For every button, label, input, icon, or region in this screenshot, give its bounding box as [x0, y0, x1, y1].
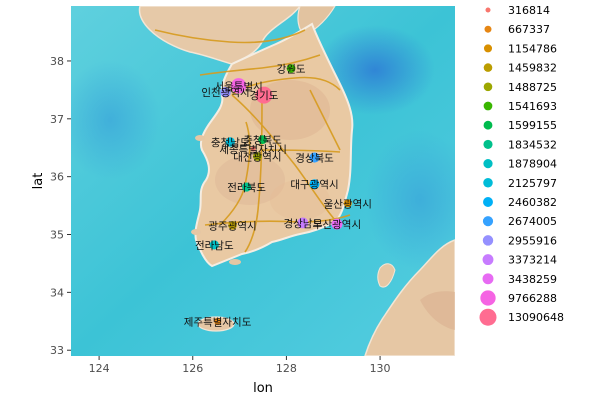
japan-land — [364, 239, 455, 356]
data-point — [309, 179, 320, 190]
y-tick-label: 37 — [50, 113, 64, 126]
legend-label: 2460382 — [508, 196, 557, 209]
data-point — [255, 86, 273, 104]
legend-key — [483, 101, 493, 111]
point-label: 경기도 — [249, 89, 278, 102]
data-point — [258, 135, 267, 145]
data-point — [331, 218, 343, 230]
data-point — [209, 240, 219, 250]
legend-key — [479, 308, 497, 326]
small-island — [191, 229, 201, 235]
small-island — [229, 259, 241, 265]
point-label: 울산광역시 — [324, 198, 372, 210]
legend-label: 2955916 — [508, 234, 557, 247]
legend-label: 1488725 — [508, 81, 557, 94]
legend-key — [482, 216, 494, 227]
legend-key — [483, 82, 493, 92]
point-label: 대구광역시 — [290, 179, 338, 191]
legend-key — [483, 120, 493, 130]
land-texture — [270, 180, 330, 220]
legend-label: 1541693 — [508, 100, 557, 113]
point-label: 강원도 — [277, 63, 306, 75]
legend-label: 1459832 — [508, 62, 557, 75]
data-point — [297, 217, 309, 229]
north-land — [138, 6, 301, 65]
x-tick-label: 126 — [182, 362, 203, 375]
legend-label: 13090648 — [508, 311, 564, 324]
legend-key — [480, 290, 496, 306]
y-tick-label: 35 — [50, 229, 64, 242]
point-label: 충청남도 — [211, 137, 250, 149]
legend-label: 1154786 — [508, 42, 557, 55]
legend-label: 1834532 — [508, 138, 557, 151]
data-point — [309, 152, 320, 163]
tsushima-island — [377, 263, 396, 288]
legend-label: 9766288 — [508, 292, 557, 305]
legend-label: 1878904 — [508, 158, 557, 171]
legend-key — [483, 178, 493, 188]
data-point — [286, 64, 296, 73]
point-label: 대전광역시 — [233, 151, 281, 163]
legend-label: 3373214 — [508, 254, 557, 267]
point-label: 제주특별자치도 — [184, 316, 252, 328]
y-tick-label: 33 — [50, 344, 64, 357]
x-axis-title: lon — [253, 381, 273, 396]
legend-key — [483, 197, 493, 207]
point-label: 전라북도 — [227, 182, 266, 194]
legend-key — [483, 63, 493, 72]
data-point — [230, 78, 247, 94]
legend: 316814 667337 1154786 1459832 1488725 1541693… — [479, 4, 564, 326]
point-label: 경상남도 — [283, 217, 322, 230]
legend-label: 2125797 — [508, 177, 557, 190]
data-point — [220, 86, 231, 98]
small-island — [195, 135, 205, 141]
y-tick-label: 36 — [50, 171, 64, 184]
data-point — [225, 137, 235, 147]
data-points — [209, 64, 352, 325]
data-point — [253, 152, 262, 161]
map-background — [71, 6, 455, 356]
x-tick-label: 124 — [89, 362, 110, 375]
point-label: 서울특별시 — [214, 81, 262, 93]
point-label: 광주광역시 — [208, 220, 256, 232]
legend-key — [483, 139, 493, 149]
data-point — [343, 199, 352, 208]
point-label: 세종특별자치시 — [219, 144, 287, 156]
legend-key — [482, 254, 494, 266]
legend-label: 316814 — [508, 4, 550, 17]
legend-key — [483, 159, 493, 169]
legend-key — [483, 44, 493, 53]
data-point — [250, 146, 256, 152]
data-point — [242, 182, 252, 192]
point-label: 경상북도 — [295, 152, 334, 165]
legend-label: 2674005 — [508, 215, 557, 228]
x-tick-label: 128 — [276, 362, 297, 375]
legend-key — [482, 273, 494, 285]
land-texture — [215, 155, 285, 205]
legend-key — [485, 7, 491, 13]
point-label: 부산광역시 — [313, 219, 361, 231]
y-axis-title: lat — [31, 173, 46, 190]
legend-label: 3438259 — [508, 273, 557, 286]
legend-label: 1599155 — [508, 119, 557, 132]
legend-key — [484, 25, 492, 33]
point-label: 충청북도 — [243, 135, 282, 147]
land-texture — [420, 291, 455, 330]
x-tick-label: 130 — [370, 362, 391, 375]
legend-key — [482, 235, 494, 246]
legend-label: 667337 — [508, 23, 550, 36]
y-tick-label: 38 — [50, 55, 64, 68]
data-point — [228, 220, 237, 230]
point-label: 전라남도 — [195, 240, 234, 252]
data-point — [214, 317, 222, 325]
y-tick-label: 34 — [50, 286, 64, 299]
axes: 124 126 128 130 33 34 35 36 37 38 — [50, 55, 391, 375]
point-label: 인천광역시 — [201, 87, 249, 99]
deep-water-patch — [71, 60, 160, 180]
deep-water-patch — [365, 130, 455, 270]
